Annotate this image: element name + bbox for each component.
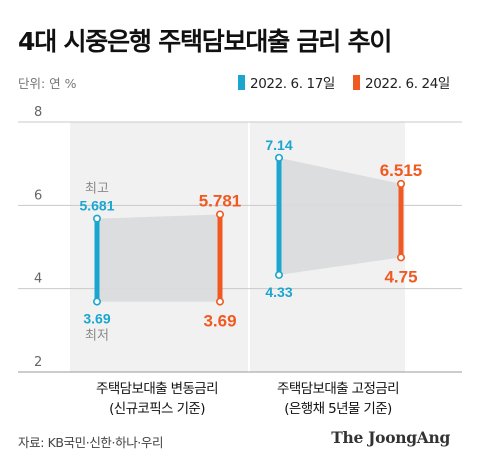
low-value-label-s2-c2: 4.75 [384, 267, 417, 286]
category-label-2-line2: (은행채 5년물 기준) [284, 401, 392, 417]
high-marker-s1-c1 [93, 214, 102, 223]
y-tick-label-4: 4 [34, 272, 42, 287]
legend-swatch-1 [238, 74, 245, 90]
high-value-label-s2-c2: 6.515 [380, 161, 423, 180]
y-tick-label-8: 8 [34, 105, 42, 120]
y-tick-label-6: 6 [34, 188, 42, 203]
high-marker-s2-c1 [216, 210, 225, 219]
category-label-1-line1: 주택담보대출 변동금리 [96, 381, 218, 397]
high-marker-s1-c2 [274, 153, 283, 162]
source-note: 자료: KB국민·신한·하나·우리 [18, 435, 164, 450]
legend-label-1: 2022. 6. 17일 [250, 76, 335, 92]
brand-logo: The JoongAng [331, 428, 450, 447]
y-tick-label-2: 2 [34, 355, 42, 370]
annotation-high: 최고 [85, 182, 109, 197]
unit-label: 단위: 연 % [18, 76, 77, 91]
legend-item-1: 2022. 6. 17일 [238, 72, 335, 92]
high-marker-s2-c2 [396, 179, 405, 188]
range-band-2 [279, 157, 401, 275]
category-label-2-line1: 주택담보대출 고정금리 [277, 381, 399, 397]
high-value-label-s2-c1: 5.781 [199, 191, 242, 210]
low-value-label-s1-c1: 3.69 [83, 311, 110, 327]
legend-swatch-2 [353, 74, 360, 90]
legend-label-2: 2022. 6. 24일 [365, 76, 450, 92]
low-value-label-s1-c2: 4.33 [265, 284, 292, 300]
chart-title: 4대 시중은행 주택담보대출 금리 추이 [18, 27, 392, 56]
low-marker-s1-c2 [274, 270, 283, 279]
low-marker-s2-c1 [216, 297, 225, 306]
category-label-1-line2: (신규코픽스 기준) [109, 401, 205, 417]
low-value-label-s2-c1: 3.69 [203, 312, 236, 331]
range-band-1 [97, 214, 220, 302]
high-value-label-s1-c2: 7.14 [265, 137, 292, 153]
legend-item-2: 2022. 6. 24일 [353, 72, 450, 92]
low-marker-s2-c2 [396, 253, 405, 262]
low-marker-s1-c1 [93, 297, 102, 306]
annotation-low: 최저 [85, 329, 109, 344]
high-value-label-s1-c1: 5.681 [79, 198, 114, 214]
